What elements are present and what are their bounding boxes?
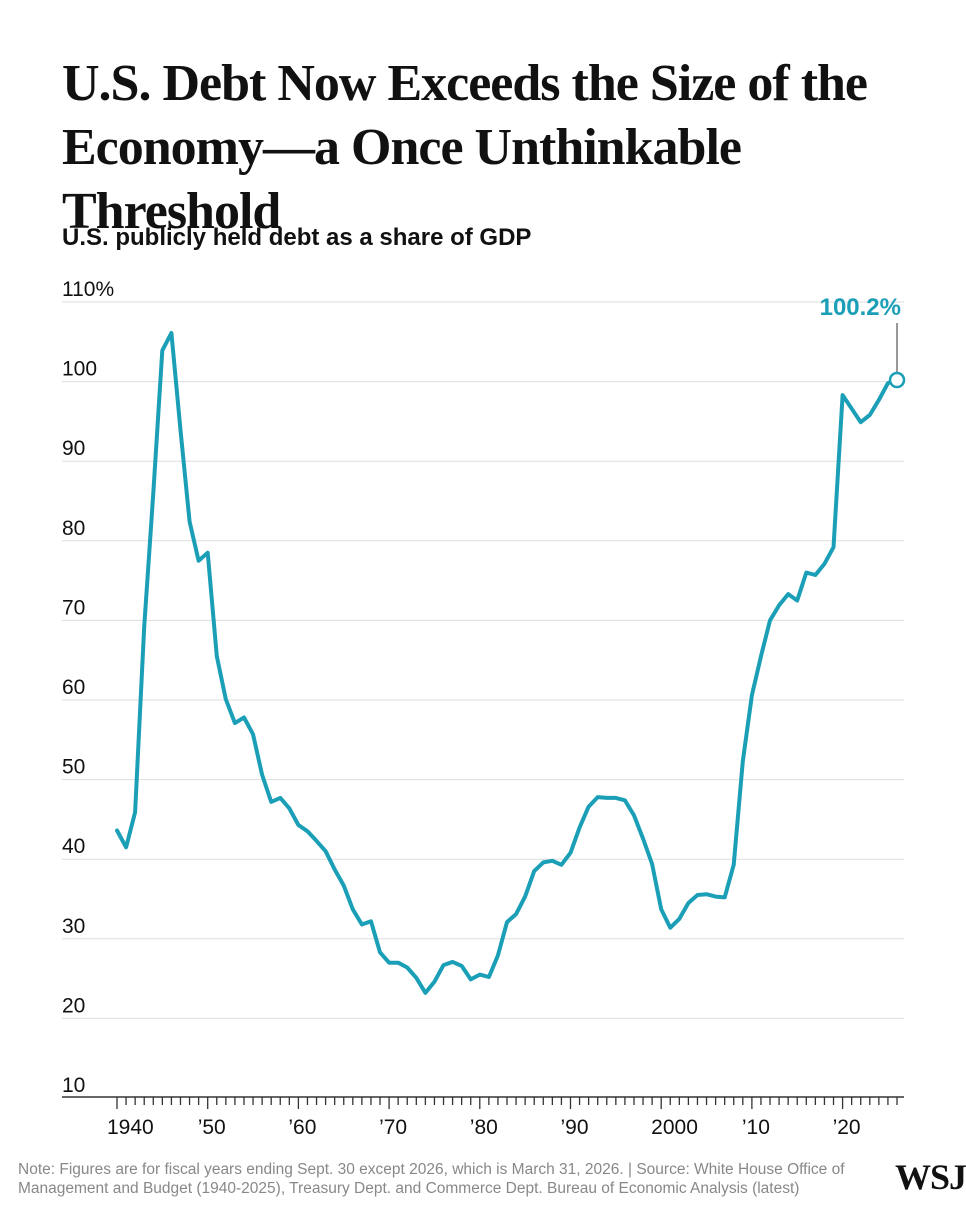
wsj-logo: WSJ xyxy=(895,1157,966,1197)
y-tick-label: 50 xyxy=(62,756,85,779)
annotation-label: 100.2% xyxy=(820,294,901,321)
line-chart: 110% 100 90 80 70 60 50 40 30 20 10 1940 ’50 ’60 ’70 ’… xyxy=(62,278,906,1139)
x-tick-label: ’80 xyxy=(470,1116,498,1139)
source-note: Note: Figures are for fiscal years endin… xyxy=(18,1161,845,1197)
x-tick-label: ’90 xyxy=(560,1116,588,1139)
y-tick-label: 100 xyxy=(62,358,97,381)
grid-lines xyxy=(62,301,904,1019)
y-tick-label: 90 xyxy=(62,437,85,460)
y-tick-label: 60 xyxy=(62,676,85,699)
y-tick-label: 70 xyxy=(62,596,85,619)
series-group xyxy=(115,331,899,995)
x-tick-label: ’70 xyxy=(379,1116,407,1139)
debt-line xyxy=(115,331,899,995)
y-tick-label: 30 xyxy=(62,915,85,938)
y-tick-label: 80 xyxy=(62,517,85,540)
x-tick-label: 2000 xyxy=(651,1116,698,1139)
y-tick-label: 110% xyxy=(62,278,114,301)
chart-subtitle: U.S. publicly held debt as a share of GD… xyxy=(62,224,532,251)
annotation-group: 100.2% xyxy=(820,294,906,389)
y-tick-label: 40 xyxy=(62,835,85,858)
x-tick-label: ’50 xyxy=(198,1116,226,1139)
x-tick-label: ’10 xyxy=(742,1116,770,1139)
chart-title: U.S. Debt Now Exceeds the Size of the Ec… xyxy=(62,55,868,240)
x-axis: 1940 ’50 ’60 ’70 ’80 ’90 2000 ’10 ’20 xyxy=(62,1096,904,1139)
y-tick-label: 20 xyxy=(62,994,85,1017)
y-axis: 110% 100 90 80 70 60 50 40 30 20 10 xyxy=(62,278,114,1097)
x-tick-label: ’20 xyxy=(833,1116,861,1139)
endpoint-marker xyxy=(888,371,906,389)
y-tick-label: 10 xyxy=(62,1074,85,1097)
x-tick-label: 1940 xyxy=(107,1116,154,1139)
x-tick-label: ’60 xyxy=(288,1116,316,1139)
